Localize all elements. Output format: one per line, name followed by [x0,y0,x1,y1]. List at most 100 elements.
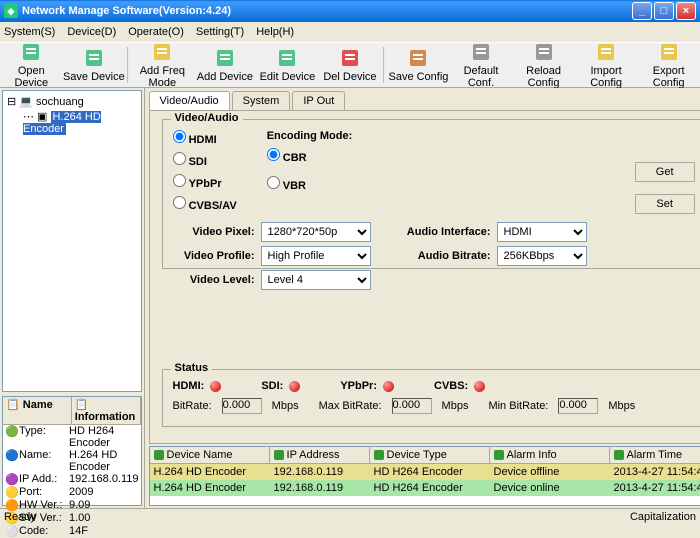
encoding-radio-cbr[interactable]: CBR [267,148,353,164]
status-dot-icon [210,381,221,392]
tree-item[interactable]: ⋯ ▣ H.264 HD Encoder [23,110,137,135]
tab-system[interactable]: System [232,91,291,110]
right-pane: Video/Audio System IP Out Video/Audio HD… [145,88,700,508]
menu-item[interactable]: Setting(T) [196,26,244,38]
column-icon [494,450,504,460]
devlist-col[interactable]: Device Name [150,447,270,463]
group-status: Status HDMI: SDI: YPbPr: CVBS: BitRate: … [162,369,700,427]
toolbar-import-config[interactable]: Import Config [575,43,638,87]
toolbar-add-freq-mode[interactable]: Add Freq Mode [131,43,194,87]
menu-item[interactable]: Device(D) [67,26,116,38]
video-profile-select[interactable]: High Profile [261,246,371,266]
toolbar-icon [83,47,105,69]
tab-ip-out[interactable]: IP Out [292,91,345,110]
encoding-mode-group: Encoding Mode: CBR VBR [267,130,353,212]
toolbar-default-conf-[interactable]: Default Conf. [450,43,513,87]
column-icon [274,450,284,460]
tab-video-audio[interactable]: Video/Audio [149,91,230,110]
column-icon [154,450,164,460]
toolbar-icon [407,47,429,69]
toolbar-add-device[interactable]: Add Device [194,43,257,87]
group-video-audio: Video/Audio HDMI SDI YPbPr CVBS/AV Encod… [162,119,700,269]
status-caps: Capitalization [630,511,696,523]
device-tree[interactable]: ⊟ 💻 sochuang ⋯ ▣ H.264 HD Encoder [2,90,142,392]
toolbar-icon [276,47,298,69]
menu-item[interactable]: Operate(O) [128,26,184,38]
video-pixel-select[interactable]: 1280*720*50p [261,222,371,242]
toolbar-icon [20,41,42,63]
devlist-row[interactable]: H.264 HD Encoder192.168.0.119HD H264 Enc… [150,480,700,496]
bitrate-unit: Mbps [272,400,299,412]
toolbar-reload-config[interactable]: Reload Config [512,43,575,87]
devlist-col[interactable]: Alarm Info [490,447,610,463]
encoding-radio-vbr[interactable]: VBR [267,176,353,192]
devlist-col[interactable]: IP Address [270,447,370,463]
props-row: 🟢Type:HD H264 Encoder [3,425,141,449]
min-bitrate-unit: Mbps [608,400,635,412]
audio-bitrate-label: Audio Bitrate: [391,250,491,262]
titlebar: ◆ Network Manage Software(Version:4.24) … [0,0,700,22]
status-title: Status [171,362,213,374]
set-button[interactable]: Set [635,194,695,214]
toolbar-edit-device[interactable]: Edit Device [256,43,319,87]
source-radio-hdmi[interactable]: HDMI [173,130,237,146]
window-title: Network Manage Software(Version:4.24) [22,5,630,17]
devlist-col[interactable]: Alarm Time [610,447,700,463]
toolbar-icon [470,41,492,63]
bitrate-label: BitRate: [173,400,212,412]
device-list[interactable]: Device NameIP AddressDevice TypeAlarm In… [149,446,700,506]
status-dot-icon [474,381,485,392]
props-col-name: 📋 Name [3,397,72,424]
source-radio-sdi[interactable]: SDI [173,152,237,168]
min-bitrate-value: 0.000 [558,398,598,414]
group-title: Video/Audio [171,112,243,124]
audio-interface-label: Audio Interface: [391,226,491,238]
toolbar-save-config[interactable]: Save Config [387,43,450,87]
source-radio-ypbpr[interactable]: YPbPr [173,174,237,190]
max-bitrate-unit: Mbps [442,400,469,412]
menu-item[interactable]: Help(H) [256,26,294,38]
source-radios: HDMI SDI YPbPr CVBS/AV [173,130,237,212]
status-ready: Ready [4,511,164,523]
toolbar-del-device[interactable]: Del Device [319,43,382,87]
get-button[interactable]: Get [635,162,695,182]
maximize-button[interactable]: □ [654,2,674,20]
panel-video-audio: Video/Audio HDMI SDI YPbPr CVBS/AV Encod… [149,110,700,444]
app-icon: ◆ [4,4,18,18]
status-dot-icon [289,381,300,392]
encoding-mode-label: Encoding Mode: [267,130,353,142]
properties-grid: 📋 Name 📋 Information 🟢Type:HD H264 Encod… [2,396,142,506]
toolbar-icon [658,41,680,63]
props-row: ⚪Code:14F [3,525,141,538]
toolbar-icon [214,47,236,69]
video-profile-label: Video Profile: [173,250,255,262]
bitrate-value: 0.000 [222,398,262,414]
toolbar: Open DeviceSave DeviceAdd Freq ModeAdd D… [0,42,700,88]
video-pixel-label: Video Pixel: [173,226,255,238]
video-level-select[interactable]: Level 4 [261,270,371,290]
close-button[interactable]: × [676,2,696,20]
source-radio-cvbsav[interactable]: CVBS/AV [173,196,237,212]
column-icon [614,450,624,460]
audio-bitrate-select[interactable]: 256KBbps [497,246,587,266]
video-level-label: Video Level: [173,274,255,286]
toolbar-open-device[interactable]: Open Device [0,43,63,87]
devlist-row[interactable]: H.264 HD Encoder192.168.0.119HD H264 Enc… [150,464,700,480]
toolbar-icon [533,41,555,63]
props-col-info: 📋 Information [72,397,141,424]
status-item: HDMI: [173,380,222,392]
status-item: SDI: [261,380,300,392]
props-row: 🔵Name:H.264 HD Encoder [3,449,141,473]
props-row: 🟣IP Add.:192.168.0.119 [3,473,141,486]
menu-item[interactable]: System(S) [4,26,55,38]
left-pane: ⊟ 💻 sochuang ⋯ ▣ H.264 HD Encoder 📋 Name… [0,88,145,508]
max-bitrate-value: 0.000 [392,398,432,414]
toolbar-icon [151,41,173,63]
tree-root[interactable]: ⊟ 💻 sochuang [7,95,137,108]
audio-interface-select[interactable]: HDMI [497,222,587,242]
tabstrip: Video/Audio System IP Out [145,88,700,110]
minimize-button[interactable]: _ [632,2,652,20]
devlist-col[interactable]: Device Type [370,447,490,463]
toolbar-save-device[interactable]: Save Device [63,43,126,87]
toolbar-export-config[interactable]: Export Config [637,43,700,87]
